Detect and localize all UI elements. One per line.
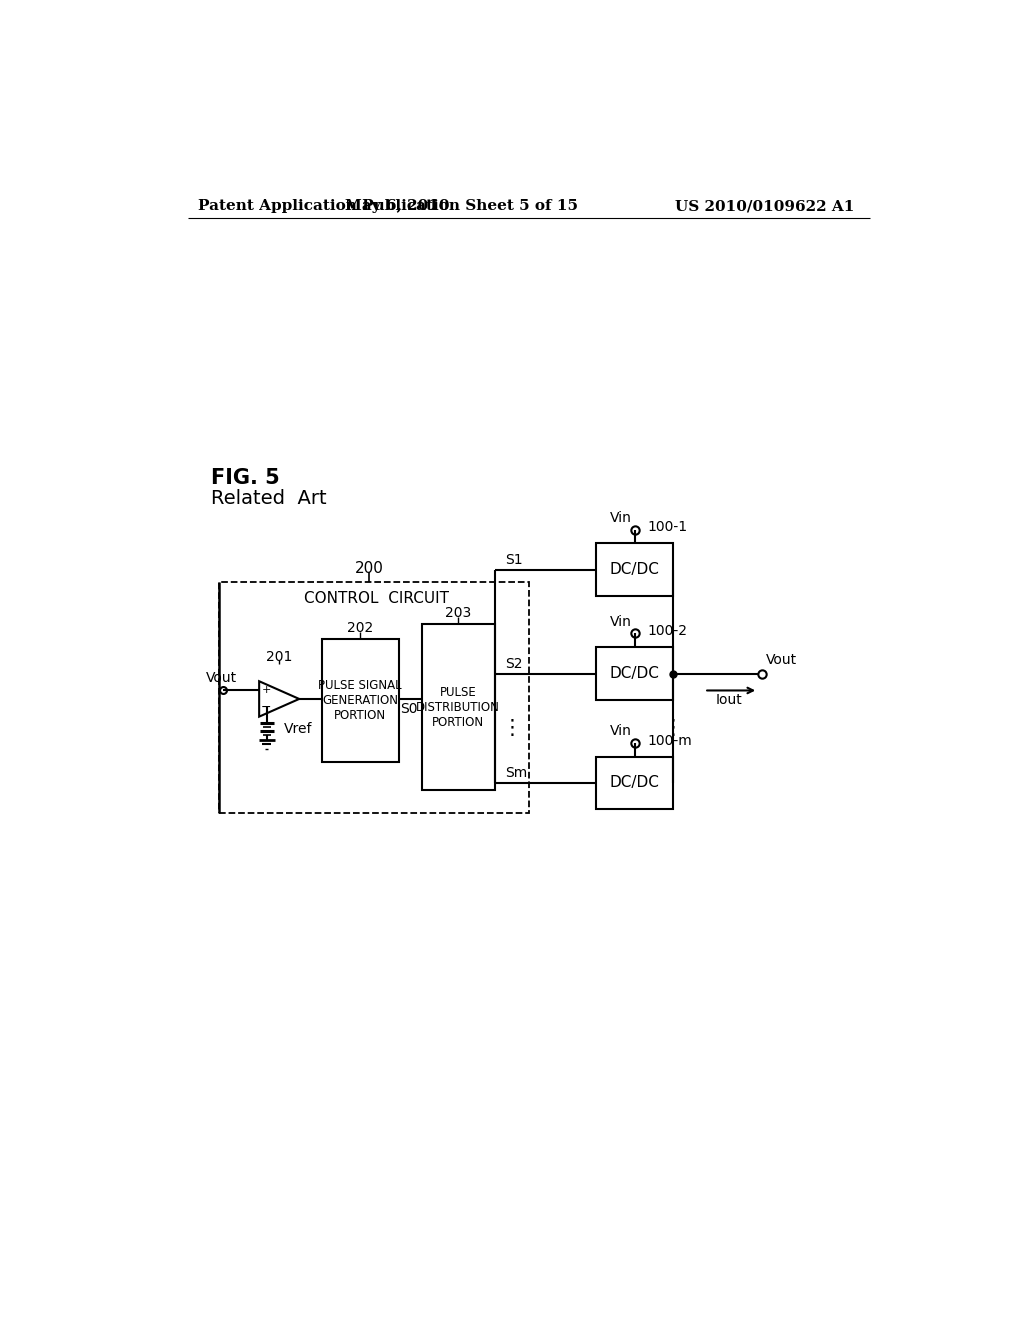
Text: 201: 201 [266,649,293,664]
Text: 100-1: 100-1 [647,520,687,535]
Bar [596,647,674,700]
Text: S2: S2 [506,656,523,671]
Text: Sm: Sm [506,766,527,780]
Text: 100-2: 100-2 [647,624,687,638]
Text: US 2010/0109622 A1: US 2010/0109622 A1 [675,199,854,213]
Text: ⋮: ⋮ [663,718,684,738]
Text: Vref: Vref [284,722,312,737]
Text: 202: 202 [347,622,373,635]
Text: Iout: Iout [716,693,742,708]
Text: Vout: Vout [206,671,237,685]
Text: CONTROL  CIRCUIT: CONTROL CIRCUIT [304,591,450,606]
Text: Vout: Vout [766,653,797,668]
Text: +: + [261,685,270,696]
Text: Vin: Vin [610,615,632,628]
Text: S1: S1 [506,553,523,566]
Text: ⋮: ⋮ [502,718,522,738]
Bar [322,639,398,762]
Text: 203: 203 [445,606,471,619]
Text: DC/DC: DC/DC [610,775,659,791]
Text: FIG. 5: FIG. 5 [211,469,281,488]
Text: Patent Application Publication: Patent Application Publication [199,199,461,213]
Text: −: − [261,701,271,714]
Text: PULSE SIGNAL
GENERATION
PORTION: PULSE SIGNAL GENERATION PORTION [318,678,401,722]
Bar [596,544,674,595]
Text: 100-m: 100-m [647,734,692,747]
Text: S0: S0 [400,702,418,715]
Text: Vin: Vin [610,511,632,525]
Text: Vin: Vin [610,725,632,738]
Bar [219,582,529,813]
Bar [596,756,674,809]
Text: DC/DC: DC/DC [610,667,659,681]
Text: May 6, 2010   Sheet 5 of 15: May 6, 2010 Sheet 5 of 15 [345,199,579,213]
Text: Related  Art: Related Art [211,490,327,508]
Text: PULSE
DISTRIBUTION
PORTION: PULSE DISTRIBUTION PORTION [417,685,500,729]
Bar [422,624,495,789]
Text: DC/DC: DC/DC [610,562,659,577]
Text: 200: 200 [355,561,384,576]
